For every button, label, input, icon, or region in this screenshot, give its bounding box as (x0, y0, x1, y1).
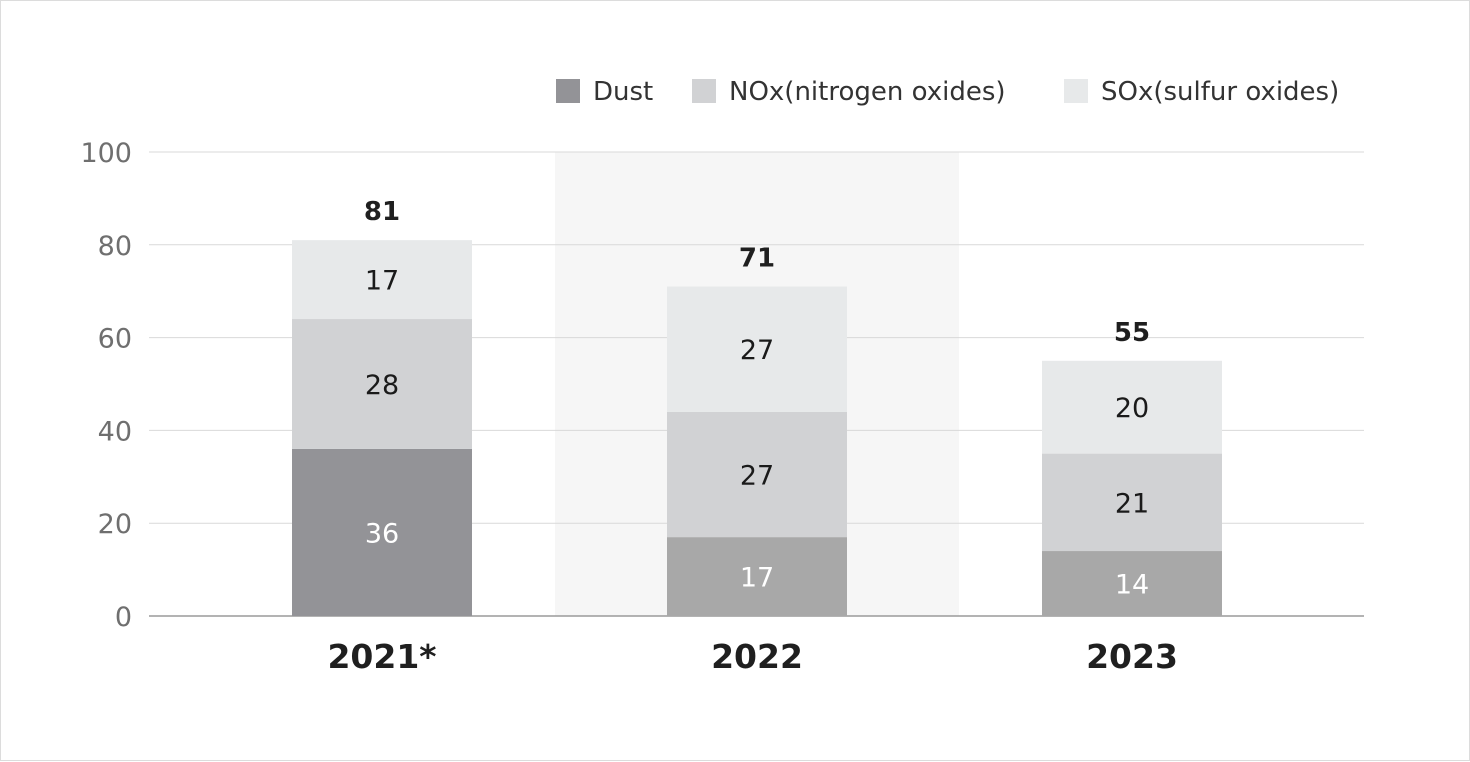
data-label-nox-2023: 21 (1115, 488, 1149, 519)
bar-segment-dust-2023 (1042, 551, 1222, 616)
data-label-dust-2021: 36 (365, 518, 399, 549)
total-label-2022: 71 (739, 244, 775, 274)
data-label-dust-2022: 17 (740, 563, 774, 594)
legend-label-sox: SOx(sulfur oxides) (1101, 77, 1339, 107)
bar-segment-nox-2021 (292, 319, 472, 449)
data-label-dust-2023: 14 (1115, 570, 1149, 601)
total-label-2021: 81 (364, 197, 400, 227)
y-tick-label-80: 80 (98, 231, 132, 262)
data-label-sox-2023: 20 (1115, 393, 1149, 424)
data-label-nox-2022: 27 (740, 460, 774, 491)
bar-segment-dust-2021 (292, 448, 472, 616)
y-tick-label-40: 40 (98, 416, 132, 447)
legend-swatch-dust (556, 79, 580, 103)
y-tick-label-0: 0 (115, 602, 132, 633)
legend-swatch-sox (1064, 79, 1088, 103)
legend-label-nox: NOx(nitrogen oxides) (729, 77, 1006, 107)
y-tick-label-100: 100 (80, 138, 132, 169)
bar-segment-sox-2023 (1042, 360, 1222, 454)
y-tick-label-60: 60 (98, 324, 132, 355)
legend-swatch-nox (692, 79, 716, 103)
data-label-sox-2021: 17 (365, 266, 399, 297)
bar-segment-nox-2023 (1042, 453, 1222, 552)
bar-segment-nox-2022 (667, 411, 847, 538)
bar-segment-sox-2021 (292, 240, 472, 320)
legend-label-dust: Dust (593, 77, 653, 107)
total-label-2023: 55 (1114, 318, 1150, 348)
data-label-nox-2021: 28 (365, 370, 399, 401)
x-tick-label-2022: 2022 (711, 637, 803, 676)
bar-segment-dust-2022 (667, 537, 847, 616)
y-tick-label-20: 20 (98, 509, 132, 540)
x-tick-label-2021: 2021* (327, 637, 436, 676)
bar-segment-sox-2022 (667, 286, 847, 412)
data-label-sox-2022: 27 (740, 335, 774, 366)
x-tick-label-2023: 2023 (1086, 637, 1178, 676)
